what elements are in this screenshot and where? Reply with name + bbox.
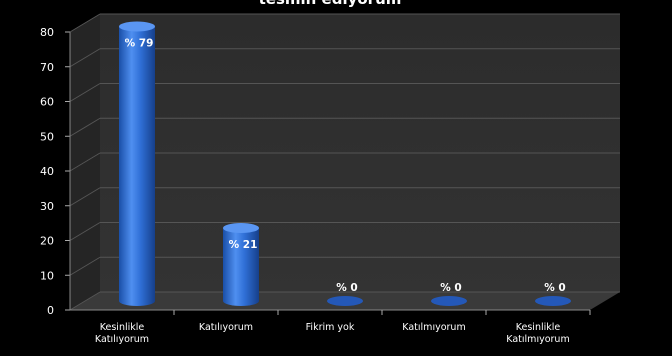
x-tick-label: Fikrim yok <box>306 322 355 333</box>
data-label: % 0 <box>544 282 565 294</box>
data-label: % 0 <box>440 282 461 294</box>
y-tick-label: 70 <box>40 61 54 74</box>
bar <box>223 223 259 306</box>
gridline-side <box>69 13 101 33</box>
x-tick-label-line: Katılmıyorum <box>402 322 465 333</box>
bar-base <box>535 296 571 306</box>
y-tick-label: 50 <box>40 130 54 143</box>
bar-body <box>119 26 155 306</box>
y-axis: 0 10 20 30 40 50 60 70 80 <box>40 26 590 317</box>
x-tick-label: Katılmıyorum <box>402 322 465 333</box>
data-label: % 21 <box>229 239 258 251</box>
gridline-side <box>69 187 101 207</box>
x-tick-label-line: Katılmıyorum <box>506 334 569 345</box>
bars <box>119 21 571 306</box>
y-tick-label: 80 <box>40 26 54 39</box>
bar-base <box>327 296 363 306</box>
gridlines <box>69 13 620 311</box>
bar-base <box>431 296 467 306</box>
bar-body <box>223 228 259 306</box>
gridline-side <box>69 291 101 311</box>
y-tick-label: 0 <box>47 304 54 317</box>
y-tick-label: 20 <box>40 235 54 248</box>
chart-title: tesmih ediyorum <box>259 0 402 8</box>
y-tick-label: 30 <box>40 200 54 213</box>
y-tick-label: 40 <box>40 165 54 178</box>
y-tick-label: 10 <box>40 269 54 282</box>
x-tick-label-line: Kesinlikle <box>100 322 145 333</box>
bar <box>535 296 571 306</box>
x-tick-label: Kesinlikle Katılıyorum <box>95 322 149 345</box>
gridline-side <box>69 152 101 172</box>
data-labels: % 79 % 21 % 0 % 0 % 0 <box>125 37 566 294</box>
bar <box>431 296 467 306</box>
bar-top <box>223 223 259 234</box>
gridline-side <box>69 222 101 241</box>
x-tick-label: Katılıyorum <box>199 322 253 333</box>
gridline-side <box>69 83 101 102</box>
gridline-side <box>69 256 101 276</box>
x-tick-label-line: Katılıyorum <box>199 322 253 333</box>
x-tick-label-line: Kesinlikle <box>516 322 561 333</box>
gridline-side <box>69 117 101 137</box>
y-tick-label: 60 <box>40 96 54 109</box>
data-label: % 79 <box>125 37 154 49</box>
bar <box>119 21 155 306</box>
x-tick-label: Kesinlikle Katılmıyorum <box>506 322 569 345</box>
bar-top <box>119 21 155 32</box>
x-tick-label-line: Fikrim yok <box>306 322 355 333</box>
gridline-side <box>69 48 101 68</box>
x-tick-label-line: Katılıyorum <box>95 334 149 345</box>
bar <box>327 296 363 306</box>
data-label: % 0 <box>336 282 357 294</box>
